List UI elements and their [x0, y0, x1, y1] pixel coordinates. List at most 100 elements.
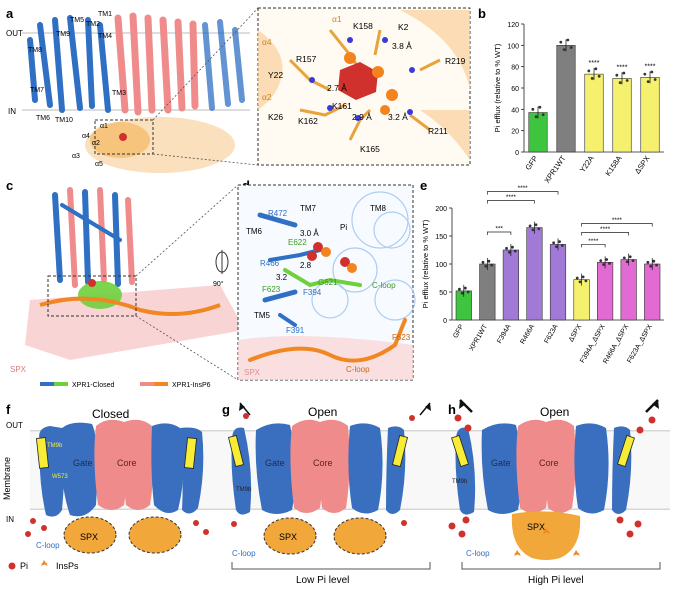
significance-bracket: [581, 223, 653, 227]
x-tick-label: GFP: [452, 323, 465, 339]
distance-label: 2.9 Å: [352, 112, 372, 122]
data-point: [605, 258, 609, 261]
ion-label: Pi: [340, 223, 347, 232]
legend-label: InsPs: [56, 561, 79, 571]
panel-c: c SPX XPR1-Closed XPR1-InsP6: [6, 178, 245, 389]
spx-label: SPX: [10, 365, 27, 374]
panel-b: b 0 20 40 60 80 100 120 Pi efflux (relative to …: [478, 6, 664, 185]
tm-label: TM4: [98, 33, 112, 40]
data-point: [631, 259, 635, 263]
residue-label: R211: [428, 126, 448, 136]
gate-label: Gate: [491, 458, 511, 468]
spx-domain: [63, 516, 117, 554]
c-loop-label: C-loop: [36, 541, 60, 550]
data-point: [587, 69, 591, 73]
gate-label: Gate: [265, 458, 285, 468]
data-point: [541, 113, 545, 117]
helix-label: TM7: [300, 204, 317, 213]
pi-ions: [448, 414, 656, 538]
rotation-label: 90°: [213, 280, 224, 288]
data-point: [528, 224, 532, 228]
bar: [640, 77, 660, 153]
data-point: [599, 259, 603, 263]
residue-label: G621: [318, 278, 338, 287]
tm9b-helix: [36, 437, 49, 469]
data-point: [505, 246, 508, 250]
x-tick-label: F394A: [496, 323, 513, 345]
bracket: [461, 562, 661, 570]
transporter-closed: Gate Core TM9b W573 SPX C-loop Pi InsPs: [8, 419, 209, 571]
data-point: [560, 244, 564, 247]
data-point: [562, 48, 566, 51]
significance-label: ****: [506, 194, 517, 201]
data-point: [602, 263, 605, 266]
c-loop-density: [78, 281, 122, 309]
zoom-connector: [135, 315, 239, 381]
side-chains: [248, 212, 407, 363]
data-point: [625, 79, 629, 82]
residue-label: F394: [303, 288, 322, 297]
data-point: [608, 262, 611, 265]
panel-a-zoom: K158 K2 R157 Y22 2.7 Å 3.8 Å K161 K26 K1…: [257, 7, 471, 166]
zoom-box: [47, 275, 137, 317]
legend-label: Pi: [20, 561, 28, 571]
significance-label: ****: [612, 217, 623, 224]
distance-label: 2.7 Å: [327, 83, 347, 93]
data-point: [466, 290, 470, 294]
data-point: [618, 81, 622, 85]
residue-label: K165: [360, 144, 380, 154]
data-point: [487, 259, 491, 263]
y-tick-label: 150: [435, 234, 447, 241]
core-label: Core: [539, 458, 559, 468]
surface: [400, 10, 470, 90]
distance-label: 3.2 Å: [388, 112, 408, 122]
data-point: [531, 107, 535, 111]
x-tick-label: F394A_ΔSPX: [579, 323, 607, 364]
data-point: [615, 73, 619, 77]
x-tick-label: GFP: [523, 154, 539, 172]
data-point: [555, 245, 558, 249]
x-tick-label: F623A: [543, 323, 560, 345]
panel-e: e 0 50 100 150 200 Pi efflux (relative to % W…: [420, 178, 664, 365]
tm-helices-core: [114, 12, 199, 116]
bracket-label: Low Pi level: [296, 575, 349, 586]
legend-swatch: [154, 382, 168, 386]
spx-label: SPX: [80, 532, 98, 542]
panel-a: a OUT IN TM1 TM2 TM3 TM4 TM5 TM: [6, 6, 259, 173]
spx-label: SPX: [279, 532, 297, 542]
data-point: [507, 250, 511, 254]
distance-label: 3.2: [276, 273, 288, 282]
residue-label: R157: [296, 54, 317, 64]
data-point: [625, 260, 629, 264]
significance-label: ****: [600, 226, 611, 233]
bar: [479, 263, 496, 321]
insps-legend-icon: [41, 560, 48, 566]
in-label: IN: [6, 515, 14, 524]
tm-label: TM3: [112, 90, 126, 97]
tm-label: TM6: [36, 115, 50, 122]
significance-bracket: [486, 191, 559, 195]
helix-label: TM8: [370, 204, 387, 213]
tm-label: TM8: [28, 47, 42, 54]
w573-label: W573: [52, 474, 68, 480]
x-tick-label: R466A_ΔSPX: [602, 323, 630, 365]
alpha-label: α4: [82, 133, 90, 140]
data-point: [649, 264, 653, 268]
y-axis-label: Pi efflux (relative to % WT): [421, 219, 430, 308]
loop-label: C-loop: [346, 365, 370, 374]
residue-label: R466: [260, 259, 280, 268]
x-tick-label: XPR1WT: [468, 323, 489, 352]
alpha-label: α1: [100, 123, 108, 130]
zoom-connector: [135, 184, 239, 277]
bottom-panels: f Closed OUT Membrane IN Gate Core TM9b …: [2, 399, 670, 586]
y-tick-label: 60: [511, 86, 519, 93]
data-point: [578, 280, 582, 284]
core-label: Core: [117, 458, 137, 468]
structure-helices: [52, 187, 135, 288]
tm-helices-left: [27, 15, 111, 113]
tm9b-label: TM9b: [47, 443, 63, 449]
y-tick-label: 20: [511, 129, 519, 136]
chart-b: 0 20 40 60 80 100 120 Pi efflux (relative to % …: [493, 22, 664, 185]
significance-label: ****: [645, 63, 656, 70]
core-label: Core: [313, 458, 333, 468]
